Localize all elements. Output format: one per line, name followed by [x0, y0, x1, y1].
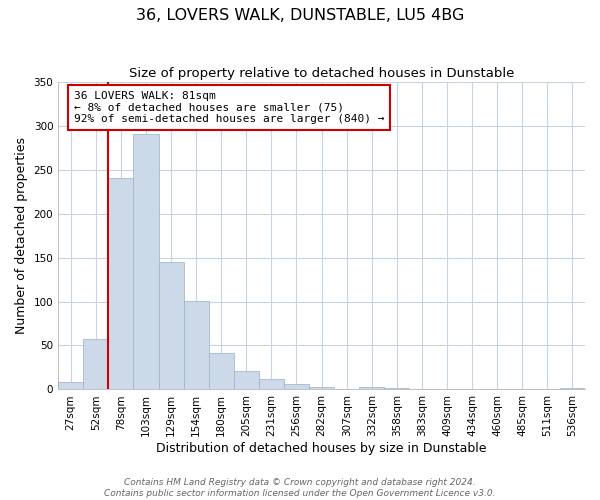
Bar	[385, 388, 409, 390]
Text: Contains HM Land Registry data © Crown copyright and database right 2024.
Contai: Contains HM Land Registry data © Crown c…	[104, 478, 496, 498]
Title: Size of property relative to detached houses in Dunstable: Size of property relative to detached ho…	[129, 68, 514, 80]
Bar	[309, 387, 334, 390]
Bar	[560, 388, 585, 390]
Bar	[259, 379, 284, 390]
Bar	[284, 384, 309, 390]
Bar	[209, 352, 234, 390]
X-axis label: Distribution of detached houses by size in Dunstable: Distribution of detached houses by size …	[157, 442, 487, 455]
Text: 36 LOVERS WALK: 81sqm
← 8% of detached houses are smaller (75)
92% of semi-detac: 36 LOVERS WALK: 81sqm ← 8% of detached h…	[74, 91, 385, 124]
Bar	[359, 387, 385, 390]
Bar	[58, 382, 83, 390]
Bar	[133, 134, 158, 390]
Bar	[158, 262, 184, 390]
Bar	[234, 371, 259, 390]
Bar	[83, 340, 109, 390]
Bar	[184, 300, 209, 390]
Bar	[109, 178, 133, 390]
Text: 36, LOVERS WALK, DUNSTABLE, LU5 4BG: 36, LOVERS WALK, DUNSTABLE, LU5 4BG	[136, 8, 464, 22]
Y-axis label: Number of detached properties: Number of detached properties	[15, 137, 28, 334]
